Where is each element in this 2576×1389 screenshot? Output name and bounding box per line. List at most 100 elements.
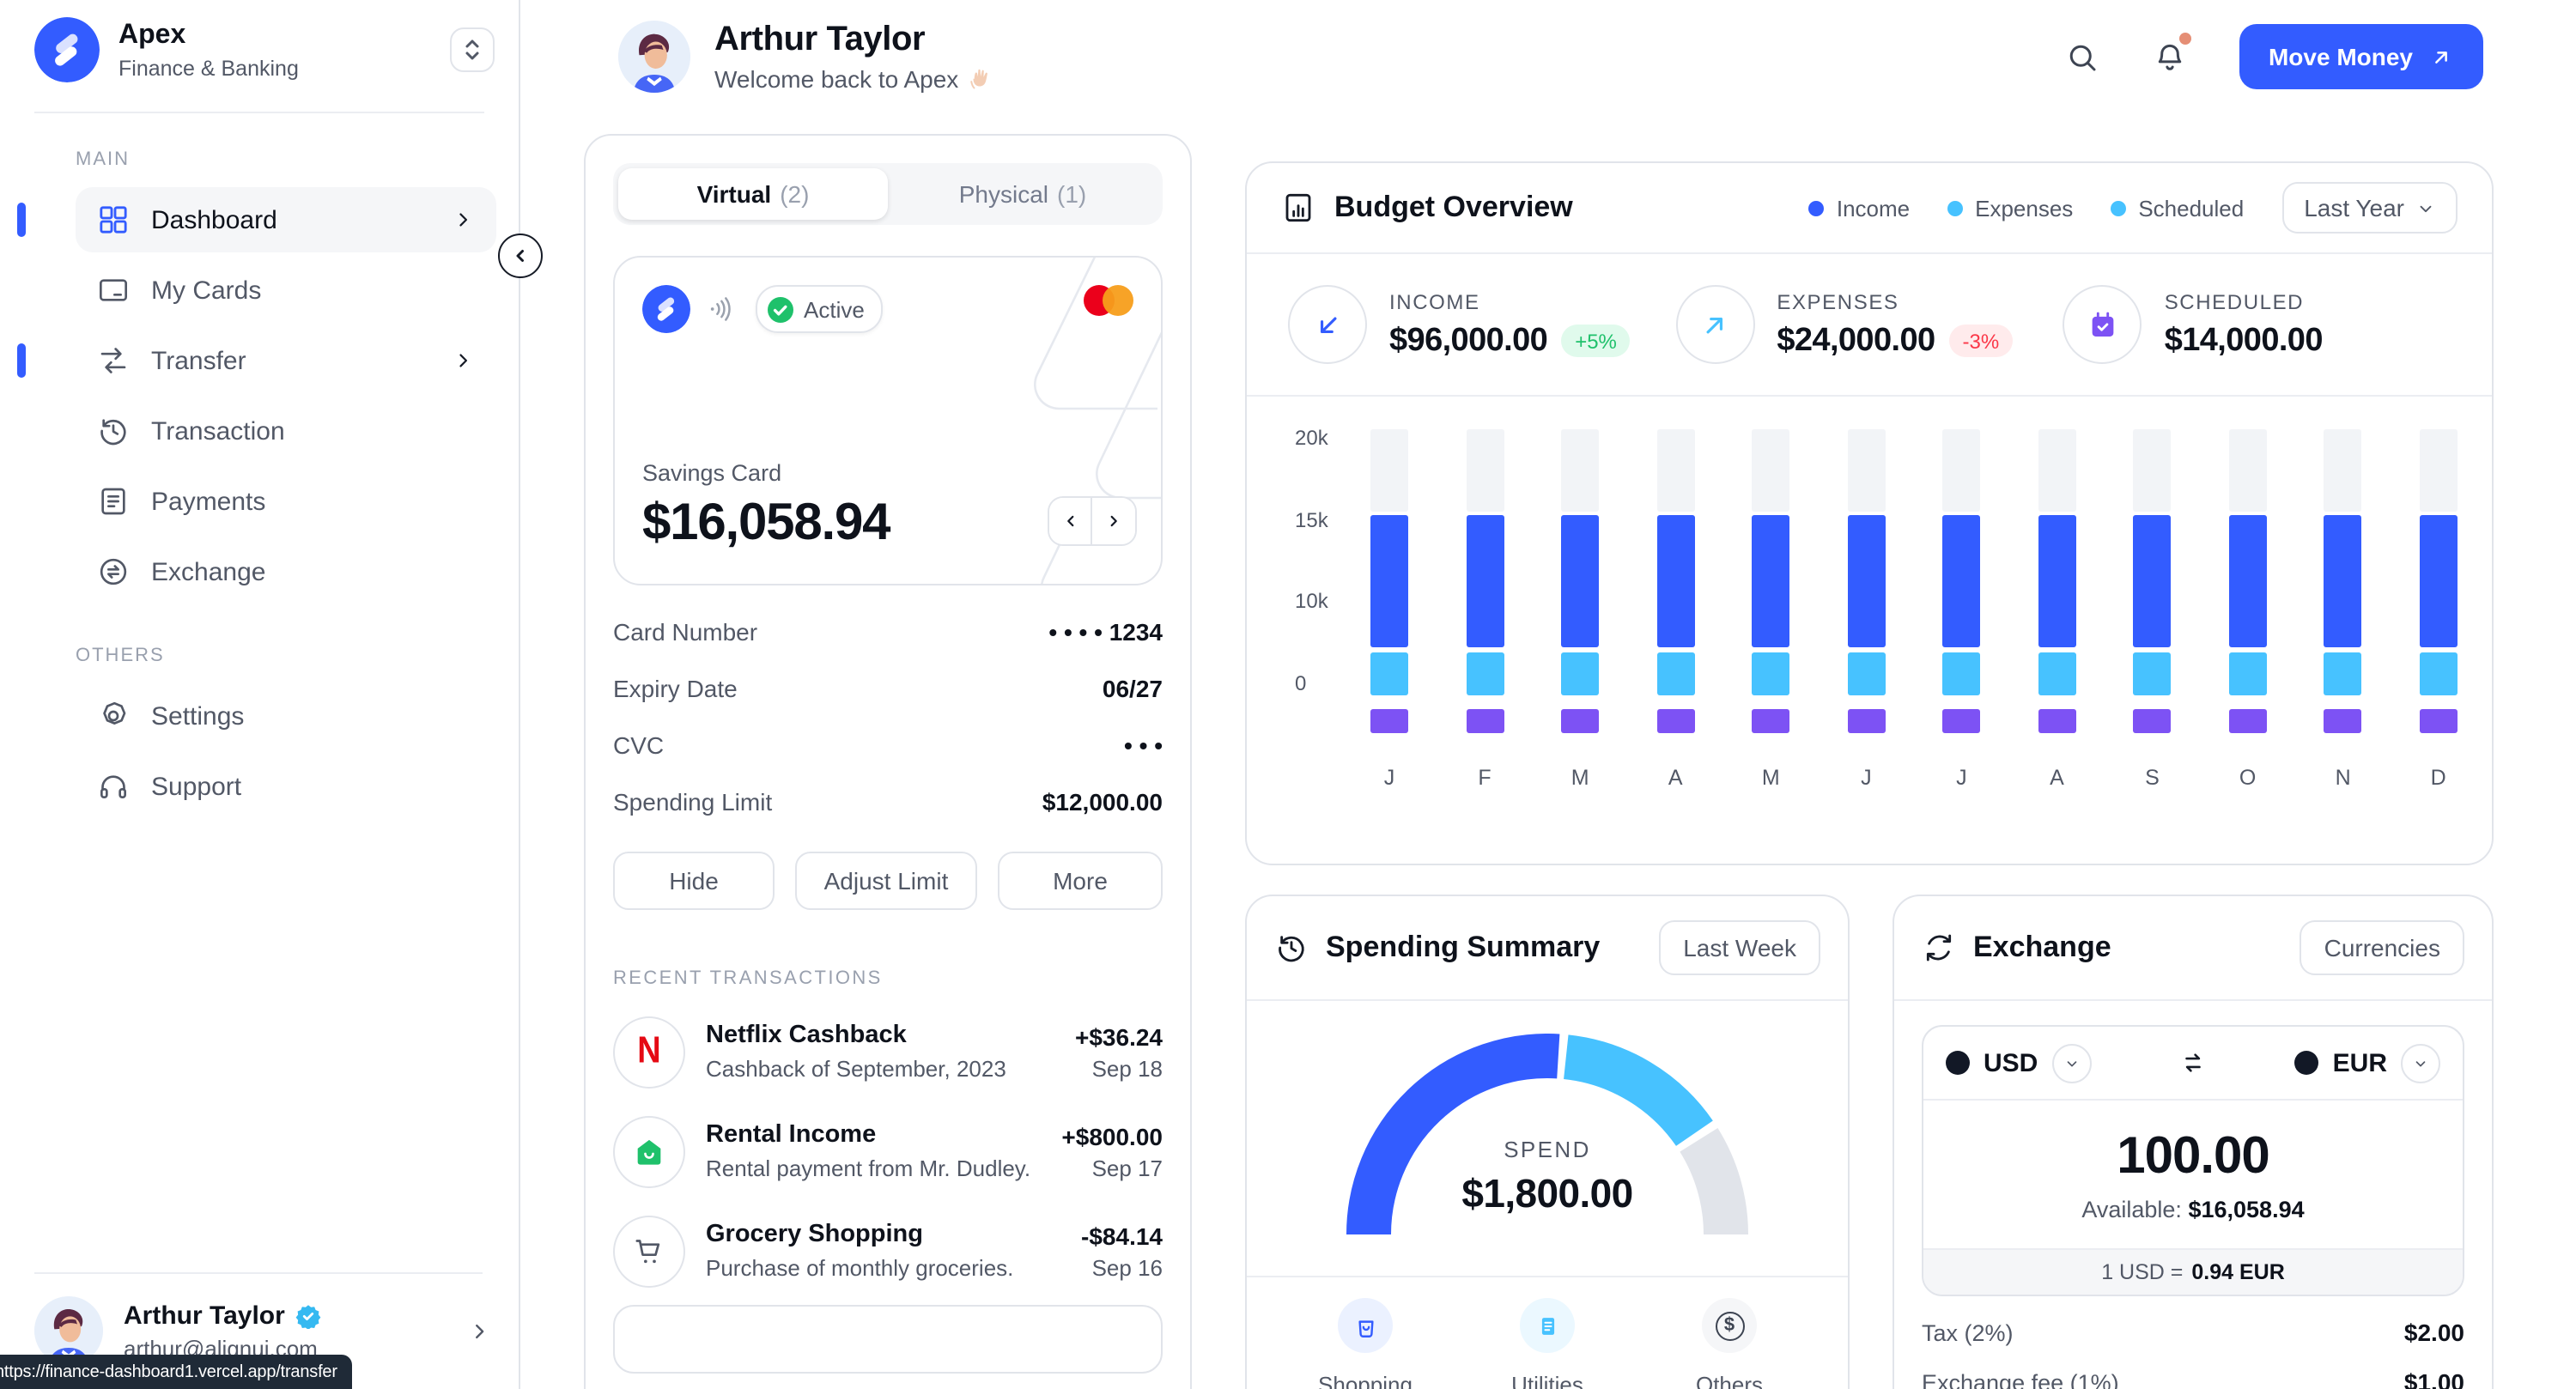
- history-clock-icon: [96, 414, 131, 448]
- transaction-row[interactable]: N Netflix Cashback Cashback of September…: [613, 1016, 1163, 1089]
- spend-amount: $1,800.00: [1461, 1171, 1633, 1216]
- chart-legend: Income Expenses Scheduled: [1808, 195, 2244, 221]
- card-type-tabs: Virtual (2) Physical (1): [613, 163, 1163, 225]
- bar-apr[interactable]: [1656, 429, 1695, 733]
- chevron-down-icon: [2416, 198, 2435, 217]
- chevron-right-icon: [452, 208, 476, 232]
- sidebar-item-exchange[interactable]: Exchange: [76, 539, 496, 604]
- cart-icon: [613, 1216, 685, 1288]
- sidebar-item-dashboard[interactable]: Dashboard: [17, 187, 496, 252]
- more-button[interactable]: More: [998, 852, 1163, 910]
- dollar-circle-icon: $: [1702, 1298, 1757, 1353]
- bar-may[interactable]: [1752, 429, 1790, 733]
- status-url: https://finance-dashboard1.vercel.app/tr…: [0, 1362, 337, 1381]
- detail-row: Card Number • • • • 1234: [613, 618, 1163, 646]
- chevron-left-icon: [510, 246, 531, 266]
- tax-row: Tax (2%) $2.00: [1922, 1319, 2464, 1346]
- sidebar-item-settings[interactable]: Settings: [76, 683, 496, 749]
- sidebar-item-label: Transfer: [151, 346, 246, 375]
- brand-subtitle: Finance & Banking: [118, 56, 299, 81]
- bar-aug[interactable]: [2038, 429, 2076, 733]
- transaction-date: Sep 17: [1091, 1155, 1163, 1181]
- legend-expenses: Expenses: [1947, 195, 2073, 221]
- spending-period-button[interactable]: Last Week: [1659, 920, 1820, 975]
- sidebar-item-label: Payments: [151, 487, 266, 516]
- period-select[interactable]: Last Year: [2281, 182, 2458, 234]
- bell-icon: [2152, 39, 2188, 75]
- tab-virtual[interactable]: Virtual (2): [618, 168, 888, 220]
- bar-jan[interactable]: [1370, 429, 1408, 733]
- sidebar-item-my-cards[interactable]: My Cards: [76, 258, 496, 323]
- bar-oct[interactable]: [2228, 429, 2267, 733]
- detail-row: Spending Limit $12,000.00: [613, 788, 1163, 816]
- netflix-icon: N: [613, 1016, 685, 1089]
- sidebar-section-others: OTHERS: [76, 646, 165, 666]
- bar-jun[interactable]: [1847, 429, 1886, 733]
- swap-icon[interactable]: [2178, 1047, 2208, 1078]
- house-icon: [613, 1116, 685, 1188]
- history-clock-icon: [1274, 931, 1309, 965]
- transaction-date: Sep 18: [1091, 1056, 1163, 1082]
- chevron-right-icon: [452, 349, 476, 373]
- spend-label: SPEND: [1504, 1137, 1591, 1162]
- bar-sep[interactable]: [2133, 429, 2172, 733]
- sidebar-item-label: Transaction: [151, 416, 285, 446]
- sidebar-nav-main: Dashboard My Cards Transfer: [0, 187, 519, 604]
- available-balance: Available: $16,058.94: [2081, 1197, 2305, 1222]
- status-url-tooltip: https://finance-dashboard1.vercel.app/tr…: [0, 1355, 353, 1389]
- credit-card-icon: [96, 273, 131, 307]
- notification-dot: [2178, 32, 2191, 44]
- sidebar-item-transaction[interactable]: Transaction: [76, 398, 496, 464]
- search-button[interactable]: [2064, 39, 2100, 75]
- calendar-check-icon: [2063, 285, 2142, 364]
- category-others[interactable]: $ Others: [1638, 1298, 1820, 1389]
- category-utilities[interactable]: Utilities: [1456, 1298, 1638, 1389]
- spend-gauge: SPEND $1,800.00: [1333, 1034, 1762, 1257]
- notifications-button[interactable]: [2152, 32, 2191, 75]
- exchange-rate: 1 USD = 0.94 EUR: [1923, 1248, 2463, 1295]
- sidebar-item-label: My Cards: [151, 276, 262, 305]
- workspace-switcher-button[interactable]: [450, 27, 495, 72]
- sidebar-section-main: MAIN: [76, 149, 130, 170]
- bar-dec[interactable]: [2419, 429, 2458, 733]
- bar-nov[interactable]: [2324, 429, 2362, 733]
- bar-chart-icon: [1281, 191, 1315, 225]
- bar-mar[interactable]: [1561, 429, 1600, 733]
- hide-button[interactable]: Hide: [613, 852, 775, 910]
- page-title: Arthur Taylor: [714, 21, 926, 58]
- transaction-row[interactable]: Rental Income Rental payment from Mr. Du…: [613, 1116, 1163, 1188]
- to-currency-select[interactable]: EUR: [2294, 1043, 2440, 1083]
- sidebar-item-support[interactable]: Support: [76, 754, 496, 819]
- chevron-right-icon: [467, 1318, 493, 1344]
- sidebar-item-transfer[interactable]: Transfer: [17, 328, 496, 393]
- document-lines-icon: [96, 484, 131, 519]
- arrow-down-left-icon: [1288, 285, 1367, 364]
- detail-row: CVC • • •: [613, 731, 1163, 759]
- prev-card-button[interactable]: [1049, 498, 1092, 544]
- sidebar-item-payments[interactable]: Payments: [76, 469, 496, 534]
- divider: [34, 112, 484, 113]
- active-indicator: [17, 203, 26, 237]
- next-card-button[interactable]: [1092, 498, 1135, 544]
- move-money-button[interactable]: Move Money: [2239, 24, 2483, 89]
- bar-feb[interactable]: [1466, 429, 1504, 733]
- card-balance: $16,058.94: [642, 494, 891, 551]
- divider: [34, 1272, 483, 1274]
- tab-physical[interactable]: Physical (1): [958, 180, 1087, 208]
- adjust-limit-button[interactable]: Adjust Limit: [795, 852, 977, 910]
- y-axis-label: 20k: [1295, 426, 1328, 450]
- from-currency-select[interactable]: USD: [1946, 1043, 2092, 1083]
- stat-scheduled: SCHEDULED $14,000.00: [2063, 285, 2451, 364]
- category-shopping[interactable]: Shopping: [1274, 1298, 1456, 1389]
- avatar[interactable]: [618, 21, 690, 93]
- currencies-button[interactable]: Currencies: [2300, 920, 2464, 975]
- transaction-row[interactable]: Grocery Shopping Purchase of monthly gro…: [613, 1216, 1163, 1288]
- brand: Apex Finance & Banking: [0, 0, 519, 100]
- divider: [1247, 1276, 1848, 1277]
- view-all-button-partial[interactable]: [613, 1305, 1163, 1374]
- exchange-amount-input[interactable]: 100.00: [2117, 1128, 2270, 1185]
- bar-jul[interactable]: [1942, 429, 1981, 733]
- sidebar-collapse-button[interactable]: [498, 234, 543, 278]
